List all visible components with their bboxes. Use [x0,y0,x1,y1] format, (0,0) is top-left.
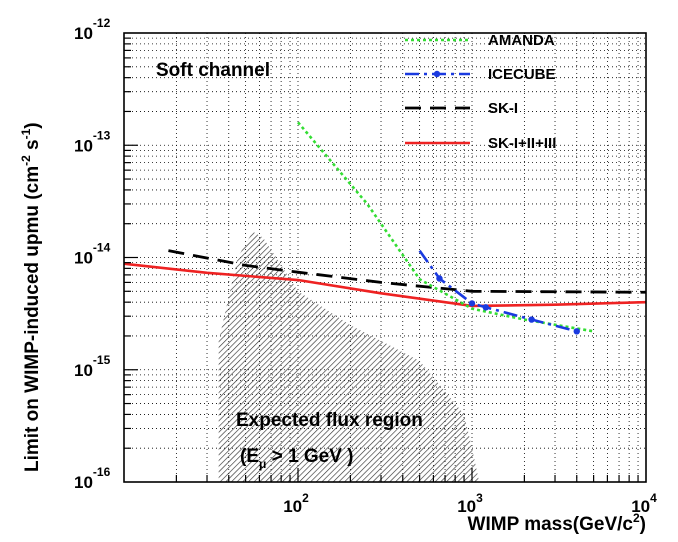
x-tick-label: 104 [631,491,657,516]
legend-icecube-label: ICECUBE [488,66,556,83]
series-icecube-point [528,316,535,323]
x-tick-label: 102 [283,491,309,516]
series-icecube-point [468,300,476,307]
expected-flux-hatch [218,231,480,482]
y-tick-label: 10-13 [74,128,111,155]
series-icecube-line [418,249,578,333]
y-tick-label: 10-12 [74,16,111,43]
series-layer [124,121,646,335]
x-axis-title: WIMP mass(GeV/c2) [468,511,646,535]
y-tick-label: 10-15 [74,353,111,380]
legend: AMANDA ICECUBE SK-I SK-I+II+III [405,32,556,152]
expected-flux-condition: (Eμ > 1 GeV ) [240,446,353,471]
series-icecube-point [573,328,580,335]
legend-sk-i-ii-iii-label: SK-I+II+III [488,135,556,152]
legend-icecube-marker [433,70,441,78]
series-sk-i-line [168,249,646,294]
x-tick-label: 103 [457,491,483,516]
y-tick-label: 10-14 [74,241,111,268]
tick-marks [124,37,639,482]
y-tick-label: 10-16 [74,465,111,492]
series-icecube-point [436,275,443,282]
legend-sk-i-label: SK-I [488,100,518,117]
soft-channel-label: Soft channel [156,60,270,81]
series-icecube-point [482,304,489,311]
y-axis-title: Limit on WIMP-induced upmu (cm-2 s-1) [19,122,43,472]
expected-flux-label: Expected flux region [236,410,423,431]
tick-labels: 102 103 104 10-12 10-13 10-14 10-15 10-16 [74,16,657,516]
legend-amanda-label: AMANDA [488,32,555,49]
expected-flux-region [218,231,480,482]
series-sk-i-ii-iii-line [124,262,646,308]
